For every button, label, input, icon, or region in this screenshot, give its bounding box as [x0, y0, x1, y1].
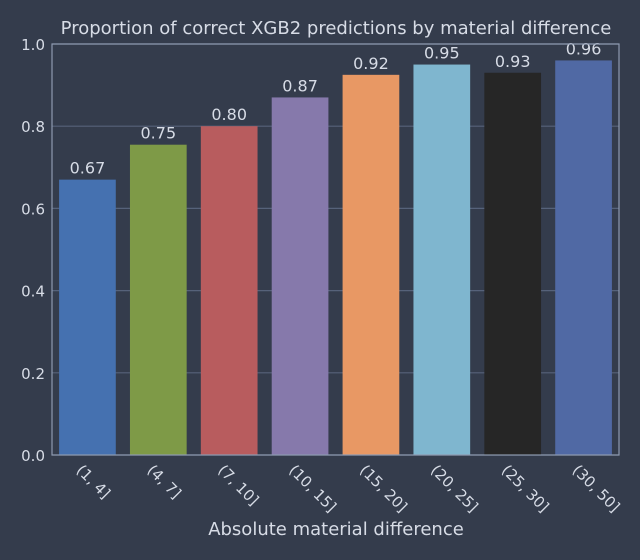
bar-value-label: 0.80: [211, 105, 247, 124]
bar: [59, 179, 116, 455]
bar-value-label: 0.96: [566, 39, 602, 58]
y-tick-label: 0.4: [21, 283, 45, 301]
y-tick-label: 0.8: [21, 118, 45, 136]
x-tick-label: (10, 15]: [285, 461, 340, 516]
y-tick-label: 0.6: [21, 200, 45, 218]
bars: [59, 60, 612, 456]
chart-title: Proportion of correct XGB2 predictions b…: [61, 18, 612, 39]
bar: [129, 144, 187, 455]
y-tick-label: 0.0: [21, 447, 45, 465]
x-tick-label: (15, 20]: [356, 461, 411, 516]
y-tick-label: 0.2: [21, 365, 45, 383]
bar-value-label: 0.92: [353, 54, 389, 73]
bar: [484, 72, 542, 456]
bar: [200, 126, 258, 455]
x-tick-label: (20, 25]: [427, 461, 482, 516]
bar: [413, 64, 471, 456]
y-axis-ticks: 0.0 0.2 0.4 0.6 0.8 1.0: [21, 36, 45, 465]
bar: [342, 74, 400, 455]
x-axis-ticks: (1, 4] (4, 7] (7, 10] (10, 15] (15, 20] (20, …: [73, 461, 624, 516]
x-tick-label: (7, 10]: [214, 461, 262, 509]
bar-value-label: 0.93: [495, 52, 531, 71]
bar-value-label: 0.95: [424, 44, 460, 63]
bar-value-label: 0.75: [141, 124, 177, 143]
x-tick-label: (30, 50]: [569, 461, 624, 516]
x-tick-label: (1, 4]: [73, 461, 114, 502]
plot-frame: [51, 43, 620, 456]
bar-value-label: 0.87: [282, 76, 318, 95]
bar: [555, 60, 612, 455]
x-axis-label: Absolute material difference: [208, 519, 464, 540]
bar: [271, 97, 329, 456]
x-tick-label: (25, 30]: [498, 461, 553, 516]
bar-value-label: 0.67: [70, 159, 106, 178]
y-tick-label: 1.0: [21, 36, 45, 54]
x-tick-label: (4, 7]: [143, 461, 184, 502]
